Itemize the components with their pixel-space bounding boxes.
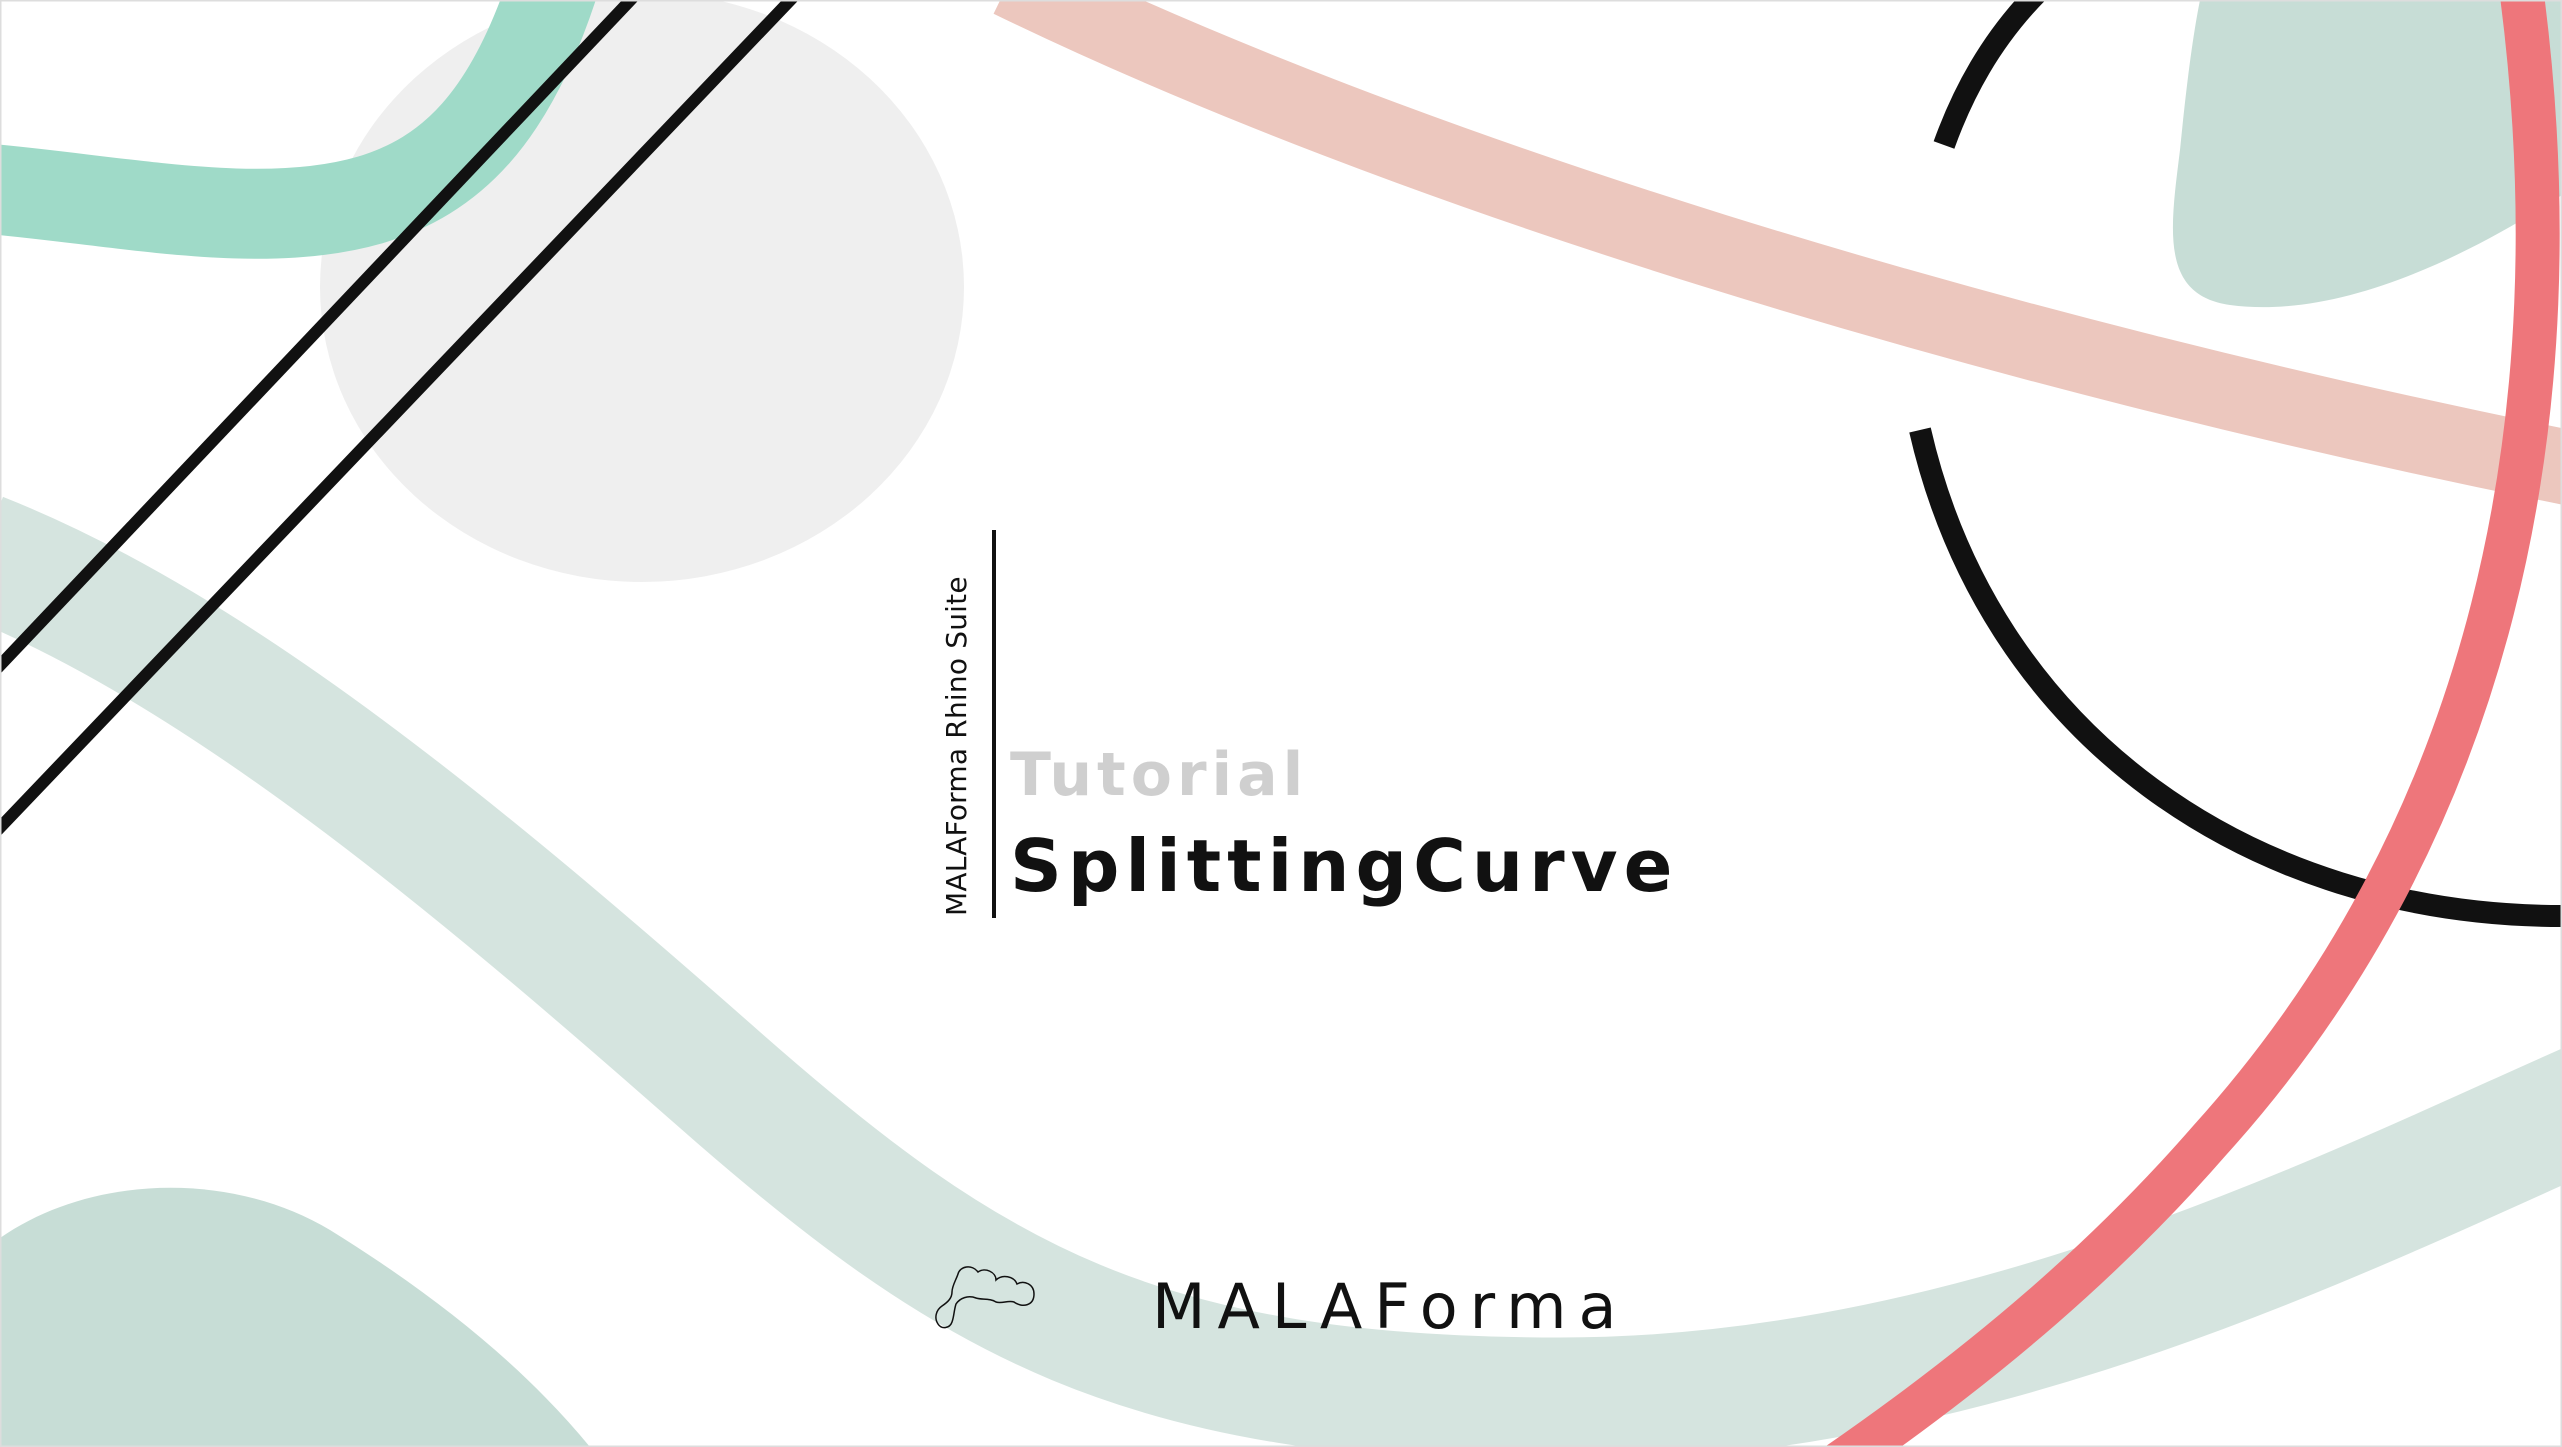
black-diagonal-line-1	[0, 0, 639, 675]
brand-name: MALAForma	[1152, 1270, 1629, 1343]
vertical-divider	[992, 530, 996, 918]
coral-curve	[1824, 0, 2560, 1447]
suite-label: MALAForma Rhino Suite	[940, 576, 973, 916]
sage-blob-top-right	[2172, 0, 2562, 308]
wavy-blob-outline-icon	[935, 1266, 1035, 1329]
black-arc-bottom	[1909, 427, 2562, 927]
black-arc-top	[1933, 0, 2046, 149]
sage-wave	[0, 496, 2562, 1447]
page-title: SplittingCurve	[1010, 824, 1679, 908]
mint-wave	[0, 0, 596, 259]
sage-blob-bottom-left	[0, 1187, 590, 1447]
black-diagonal-line-2	[0, 0, 799, 837]
subtitle: Tutorial	[1010, 740, 1309, 810]
peach-band	[993, 0, 2562, 505]
gray-circle	[320, 0, 964, 582]
